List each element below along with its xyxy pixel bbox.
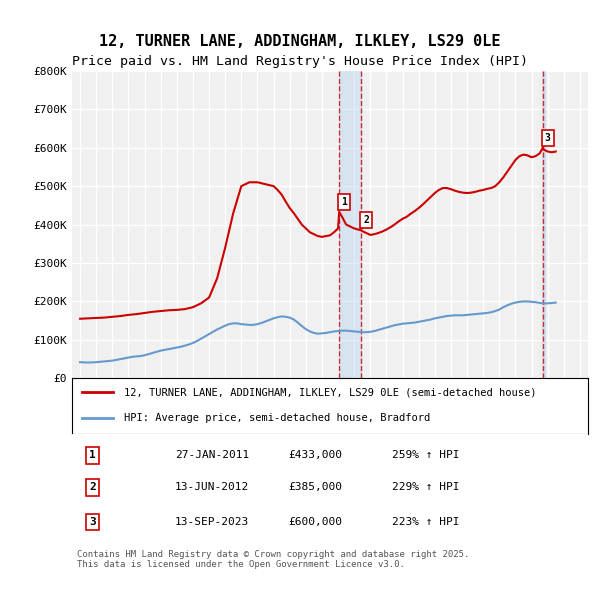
Text: 1: 1: [341, 197, 347, 207]
Text: 2: 2: [364, 215, 369, 225]
Text: 3: 3: [545, 133, 551, 143]
Text: 12, TURNER LANE, ADDINGHAM, ILKLEY, LS29 0LE: 12, TURNER LANE, ADDINGHAM, ILKLEY, LS29…: [99, 34, 501, 49]
Text: £385,000: £385,000: [289, 483, 343, 493]
Text: HPI: Average price, semi-detached house, Bradford: HPI: Average price, semi-detached house,…: [124, 413, 430, 423]
Text: 259% ↑ HPI: 259% ↑ HPI: [392, 450, 460, 460]
Text: 1: 1: [89, 450, 96, 460]
Text: £433,000: £433,000: [289, 450, 343, 460]
Bar: [542, 71, 545, 378]
Text: 13-SEP-2023: 13-SEP-2023: [175, 517, 250, 527]
Text: 3: 3: [89, 517, 96, 527]
Bar: [339, 71, 361, 378]
Text: Contains HM Land Registry data © Crown copyright and database right 2025.
This d: Contains HM Land Registry data © Crown c…: [77, 550, 470, 569]
Text: 13-JUN-2012: 13-JUN-2012: [175, 483, 250, 493]
Text: 223% ↑ HPI: 223% ↑ HPI: [392, 517, 460, 527]
Text: 229% ↑ HPI: 229% ↑ HPI: [392, 483, 460, 493]
Text: £600,000: £600,000: [289, 517, 343, 527]
Text: Price paid vs. HM Land Registry's House Price Index (HPI): Price paid vs. HM Land Registry's House …: [72, 55, 528, 68]
Text: 12, TURNER LANE, ADDINGHAM, ILKLEY, LS29 0LE (semi-detached house): 12, TURNER LANE, ADDINGHAM, ILKLEY, LS29…: [124, 387, 536, 397]
Text: 27-JAN-2011: 27-JAN-2011: [175, 450, 250, 460]
Text: 2: 2: [89, 483, 96, 493]
